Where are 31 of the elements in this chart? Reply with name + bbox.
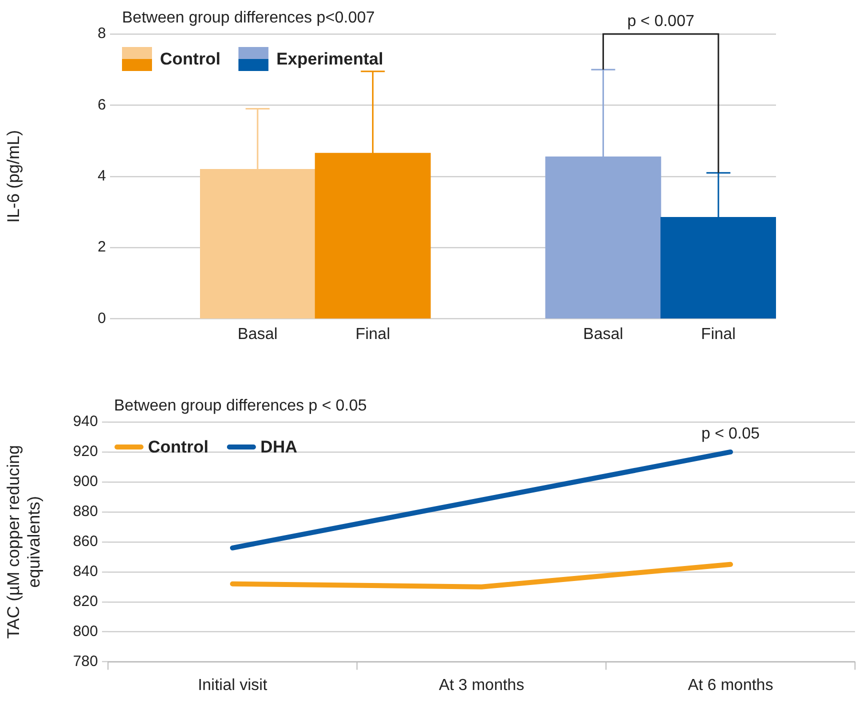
y-tick-label: 840 [72, 563, 98, 580]
y-tick-label: 900 [72, 473, 98, 490]
annotation: p < 0.05 [701, 425, 760, 442]
x-tick-label: Final [355, 326, 390, 343]
x-tick-label: Basal [238, 326, 278, 343]
x-tick-label: Basal [583, 326, 624, 343]
legend-label: Experimental [276, 50, 384, 69]
y-tick-label: 780 [72, 652, 98, 670]
y-tick-label: 8 [98, 25, 106, 42]
legend-label: Control [160, 50, 220, 69]
y-tick-label: 800 [72, 622, 98, 640]
chart-subtitle: Between group differences p < 0.05 [114, 397, 367, 414]
x-tick-label: At 3 months [438, 676, 524, 694]
text: p < 0.007 [627, 13, 694, 30]
y-tick-label: 4 [98, 168, 106, 185]
x-tick-label: At 6 months [688, 676, 774, 694]
y-tick-label: 880 [72, 503, 98, 520]
chart-subtitle: Between group differences p<0.007 [122, 9, 375, 26]
y-axis-title: IL-6 (pg/mL) [4, 130, 23, 223]
legend-label: Control [148, 438, 208, 457]
legend-label: DHA [260, 438, 298, 457]
y-tick-label: 860 [72, 533, 98, 550]
y-tick-label: 6 [98, 96, 106, 114]
y-tick-label: 2 [98, 238, 106, 256]
y-axis-title: TAC (µM copper reducing equivalents) [4, 445, 44, 639]
y-tick-label: 940 [72, 413, 98, 430]
y-tick-label: 920 [72, 443, 98, 460]
y-tick-label: 820 [72, 592, 98, 610]
y-tick-label: 0 [98, 310, 106, 327]
x-tick-label: Initial visit [198, 676, 268, 694]
x-tick-label: Final [701, 326, 736, 343]
